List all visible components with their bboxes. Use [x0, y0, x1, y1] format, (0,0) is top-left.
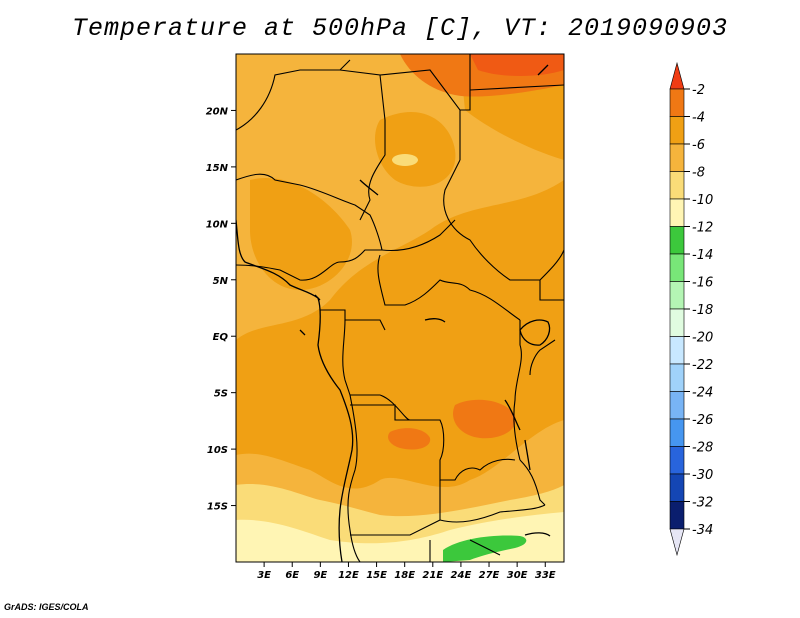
colorbar-box [669, 226, 685, 255]
colorbar-label: -26 [692, 413, 713, 428]
colorbar-box [669, 363, 685, 392]
grads-credit: GrADS: IGES/COLA [4, 602, 89, 612]
colorbar-label: -14 [692, 248, 713, 263]
colorbar-legend: -2 -4 -6 -8 -10 -12 -14 -16 -18 -20 -22 -24 -26 -28 -3… [669, 61, 713, 557]
colorbar-label: -8 [692, 166, 705, 181]
colorbar-label: -24 [692, 386, 713, 401]
lat-tick-label: 15N [206, 163, 229, 174]
colorbar-label: -10 [692, 193, 713, 208]
country-borders [236, 54, 564, 562]
lon-tick-label: 24E [451, 570, 472, 581]
lon-tick-label: 3E [257, 570, 271, 581]
field-4-to-6-north [375, 111, 456, 187]
colorbar-top-triangle [669, 61, 685, 90]
lon-tick-label: 18E [394, 570, 415, 581]
lon-tick-label: 33E [535, 570, 556, 581]
colorbar-label: -34 [692, 523, 713, 538]
lat-tick-label: 20N [206, 106, 229, 117]
colorbar-box [669, 253, 685, 282]
colorbar-label: -12 [692, 221, 713, 236]
colorbar-box [669, 418, 685, 447]
colorbar-label: -22 [692, 358, 713, 373]
lat-tick-label: EQ [213, 332, 229, 343]
lon-tick-label: 27E [479, 570, 500, 581]
colorbar-box [669, 446, 685, 475]
colorbar-box [669, 143, 685, 172]
lon-tick-label: 15E [366, 570, 387, 581]
colorbar-label: -28 [692, 441, 713, 456]
field-2-warmest [470, 54, 564, 76]
coastlines [236, 64, 551, 562]
colorbar-label: -30 [692, 468, 713, 483]
colorbar-bottom-triangle [669, 528, 685, 557]
colorbar-label: -4 [692, 111, 705, 126]
map-title: Temperature at 500hPa [C], VT: 201909090… [71, 14, 729, 43]
lat-tick-label: 10N [206, 219, 229, 230]
lon-tick-label: 12E [338, 570, 359, 581]
colorbar-box [669, 391, 685, 420]
temperature-field [236, 54, 564, 562]
colorbar-box [669, 198, 685, 227]
colorbar-label: -2 [692, 83, 705, 98]
colorbar-box [669, 473, 685, 502]
colorbar-label: -6 [692, 138, 705, 153]
lat-tick-label: 10S [207, 445, 228, 456]
field-8-to-10-patch [392, 154, 418, 166]
field-2-to-4-east-africa [452, 399, 516, 439]
lon-tick-label: 9E [313, 570, 327, 581]
lat-tick-label: 5N [213, 276, 229, 287]
field-2-to-4-angola [388, 428, 431, 450]
colorbar-box [669, 336, 685, 365]
colorbar-label: -16 [692, 276, 713, 291]
latitude-axis: 20N 15N 10N 5N EQ 5S 10S 15S [206, 106, 236, 513]
colorbar-box [669, 88, 685, 117]
field-4-to-6-west [250, 178, 352, 290]
colorbar-box [669, 501, 685, 530]
lon-tick-label: 21E [422, 570, 443, 581]
lon-tick-label: 30E [507, 570, 528, 581]
plot-frame [235, 53, 565, 563]
colorbar-label: -20 [692, 331, 713, 346]
colorbar-box [669, 171, 685, 200]
colorbar-box [669, 281, 685, 310]
lon-tick-label: 6E [285, 570, 299, 581]
colorbar-box [669, 308, 685, 337]
lat-tick-label: 5S [214, 389, 228, 400]
colorbar-label: -18 [692, 303, 713, 318]
colorbar-label: -32 [692, 496, 713, 511]
colorbar-box [669, 116, 685, 145]
longitude-axis: 3E 6E 9E 12E 15E 18E 21E 24E 27E 30E 33E [257, 562, 556, 581]
field-12-to-14-south [443, 535, 527, 562]
lat-tick-label: 15S [207, 502, 228, 513]
